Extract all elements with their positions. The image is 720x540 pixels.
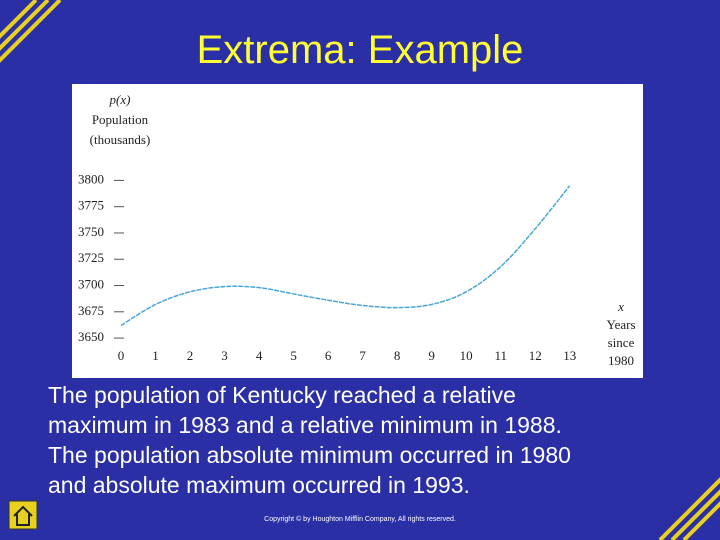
y-tick-label: 3775: [78, 198, 104, 213]
body-line: The population of Kentucky reached a rel…: [48, 382, 516, 408]
home-button[interactable]: [8, 500, 38, 530]
slide-body: The population of Kentucky reached a rel…: [48, 380, 708, 500]
x-tick-label: 13: [563, 348, 576, 363]
data-line: [120, 185, 571, 327]
y-tick-label: 3725: [78, 250, 104, 265]
copyright: Copyright © by Houghton Mifflin Company,…: [264, 516, 456, 523]
y-tick-label: 3750: [78, 224, 104, 239]
x-tick-label: 9: [428, 348, 435, 363]
x-tick-label: 5: [290, 348, 297, 363]
body-line: and absolute maximum occurred in 1993.: [48, 472, 470, 498]
x-axis-label: 1980: [608, 353, 634, 368]
x-tick-label: 7: [359, 348, 366, 363]
chart-panel: [72, 84, 643, 378]
x-tick-label: 3: [221, 348, 228, 363]
y-axis-label: p(x): [109, 92, 131, 107]
x-tick-label: 8: [394, 348, 401, 363]
y-axis-label: (thousands): [90, 132, 151, 147]
y-tick-label: 3650: [78, 329, 104, 344]
slide-title: Extrema: Example: [196, 28, 524, 72]
body-line: maximum in 1983 and a relative minimum i…: [48, 412, 562, 438]
y-axis-label: Population: [92, 112, 149, 127]
x-tick-label: 4: [256, 348, 263, 363]
body-line: The population absolute minimum occurred…: [48, 442, 571, 468]
x-tick-label: 11: [494, 348, 507, 363]
x-tick-label: 6: [325, 348, 332, 363]
x-tick-label: 1: [152, 348, 159, 363]
y-tick-label: 3675: [78, 303, 104, 318]
y-tick-label: 3800: [78, 171, 104, 186]
x-tick-label: 2: [187, 348, 194, 363]
x-axis-label: x: [617, 299, 624, 314]
y-tick-label: 3700: [78, 277, 104, 292]
x-axis-label: Years: [606, 317, 635, 332]
x-tick-label: 12: [529, 348, 542, 363]
x-tick-label: 0: [118, 348, 125, 363]
x-axis-label: since: [608, 335, 635, 350]
x-tick-label: 10: [460, 348, 473, 363]
